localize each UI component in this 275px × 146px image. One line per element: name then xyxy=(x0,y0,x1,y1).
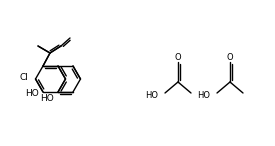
Text: O: O xyxy=(175,53,181,62)
Text: HO: HO xyxy=(197,91,210,100)
Text: HO: HO xyxy=(145,91,158,100)
Text: O: O xyxy=(227,53,233,62)
Text: HO: HO xyxy=(25,89,39,99)
Text: HO: HO xyxy=(40,94,54,104)
Text: Cl: Cl xyxy=(20,73,29,82)
